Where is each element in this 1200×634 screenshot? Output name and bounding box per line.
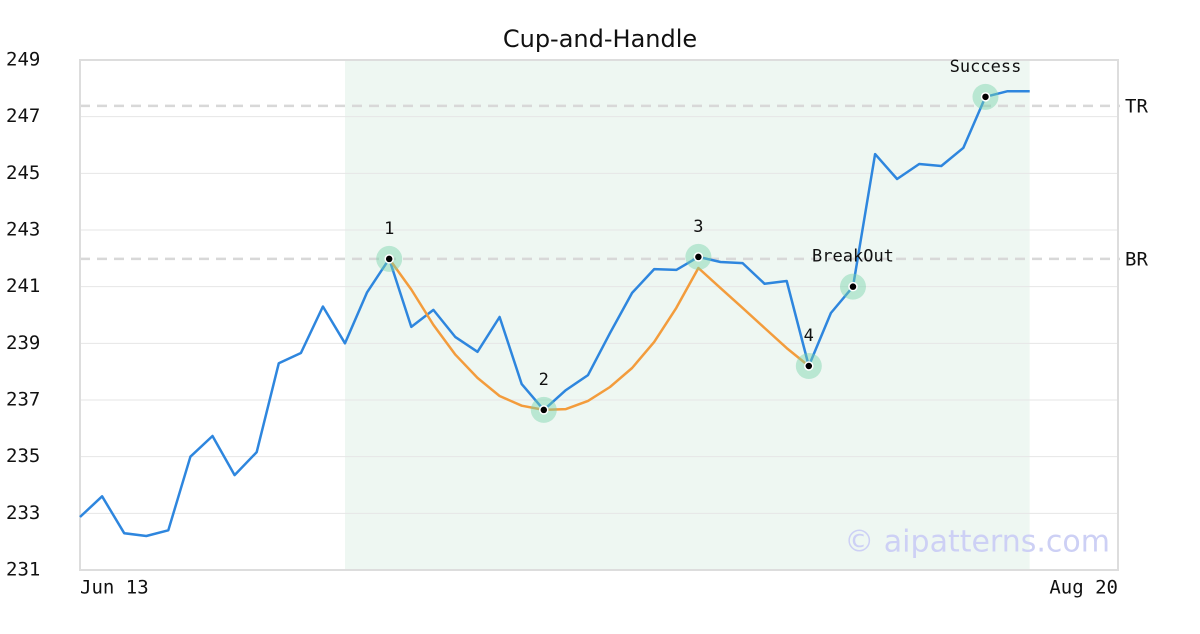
annotation-label: 1 xyxy=(384,219,394,239)
annotation-label: BreakOut xyxy=(812,247,894,267)
annotation-label: 3 xyxy=(693,217,703,237)
watermark: © aipatterns.com xyxy=(844,525,1110,560)
marker-dot xyxy=(980,92,991,102)
annotation-label: 2 xyxy=(539,370,549,390)
reference-label: BR xyxy=(1125,248,1148,270)
y-tick-label: 241 xyxy=(6,275,40,297)
annotation-label: Success xyxy=(950,57,1022,77)
marker-dot xyxy=(539,405,549,415)
y-tick-label: 239 xyxy=(6,332,40,354)
marker-dot xyxy=(804,361,814,371)
shaded-region xyxy=(345,60,1030,570)
y-tick-label: 245 xyxy=(6,162,40,184)
plot-frame xyxy=(79,59,1119,571)
marker-dot xyxy=(848,281,858,292)
y-tick-label: 233 xyxy=(6,502,40,524)
y-tick-label: 243 xyxy=(6,219,40,241)
line-series xyxy=(79,89,1030,538)
reference-label: TR xyxy=(1125,95,1148,117)
y-tick-label: 237 xyxy=(6,389,40,411)
x-tick-label: Jun 13 xyxy=(80,577,149,599)
y-tick-label: 247 xyxy=(6,105,40,127)
line-series xyxy=(388,258,810,412)
marker-dot xyxy=(384,254,394,264)
chart-title: Cup-and-Handle xyxy=(503,25,697,53)
annotation-label: 4 xyxy=(804,326,814,346)
x-tick-label: Aug 20 xyxy=(1049,577,1118,599)
y-tick-label: 231 xyxy=(6,559,40,581)
y-tick-label: 249 xyxy=(6,49,40,71)
y-tick-label: 235 xyxy=(6,445,40,467)
marker-dot xyxy=(693,252,704,262)
